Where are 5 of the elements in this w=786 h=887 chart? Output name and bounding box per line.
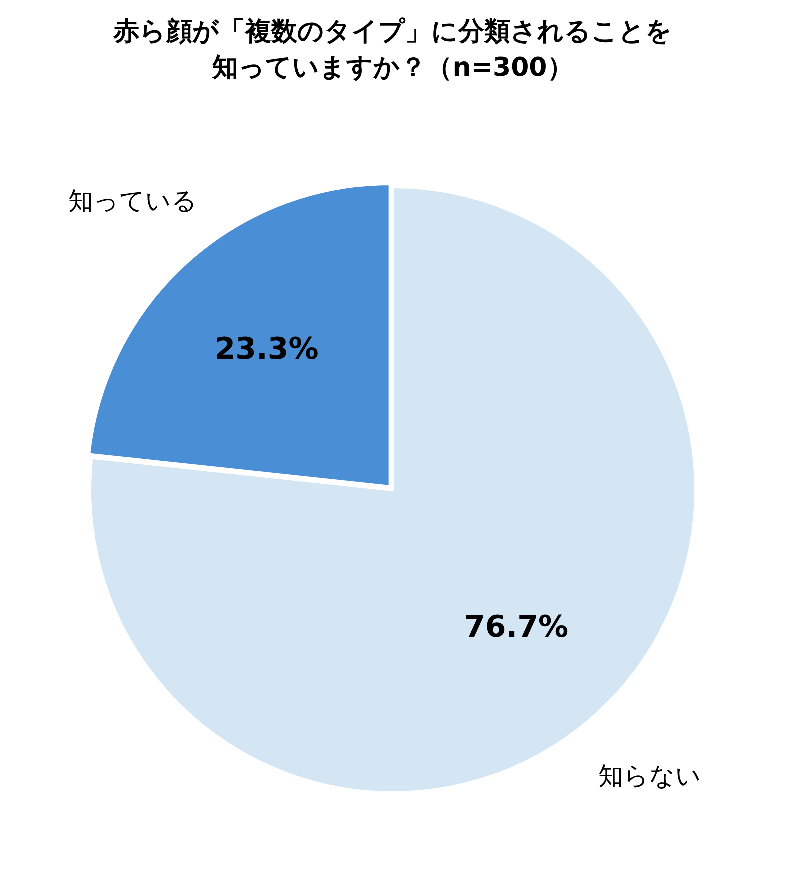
data-label: 76.7%: [464, 610, 569, 645]
data-label: 23.3%: [214, 332, 319, 368]
chart-title: 赤ら顔が「複数のタイプ」に分類されることを知っていますか？（n=300）: [112, 16, 674, 85]
slice-label: 知っている: [68, 186, 198, 216]
slice-label: 知らない: [598, 762, 702, 791]
